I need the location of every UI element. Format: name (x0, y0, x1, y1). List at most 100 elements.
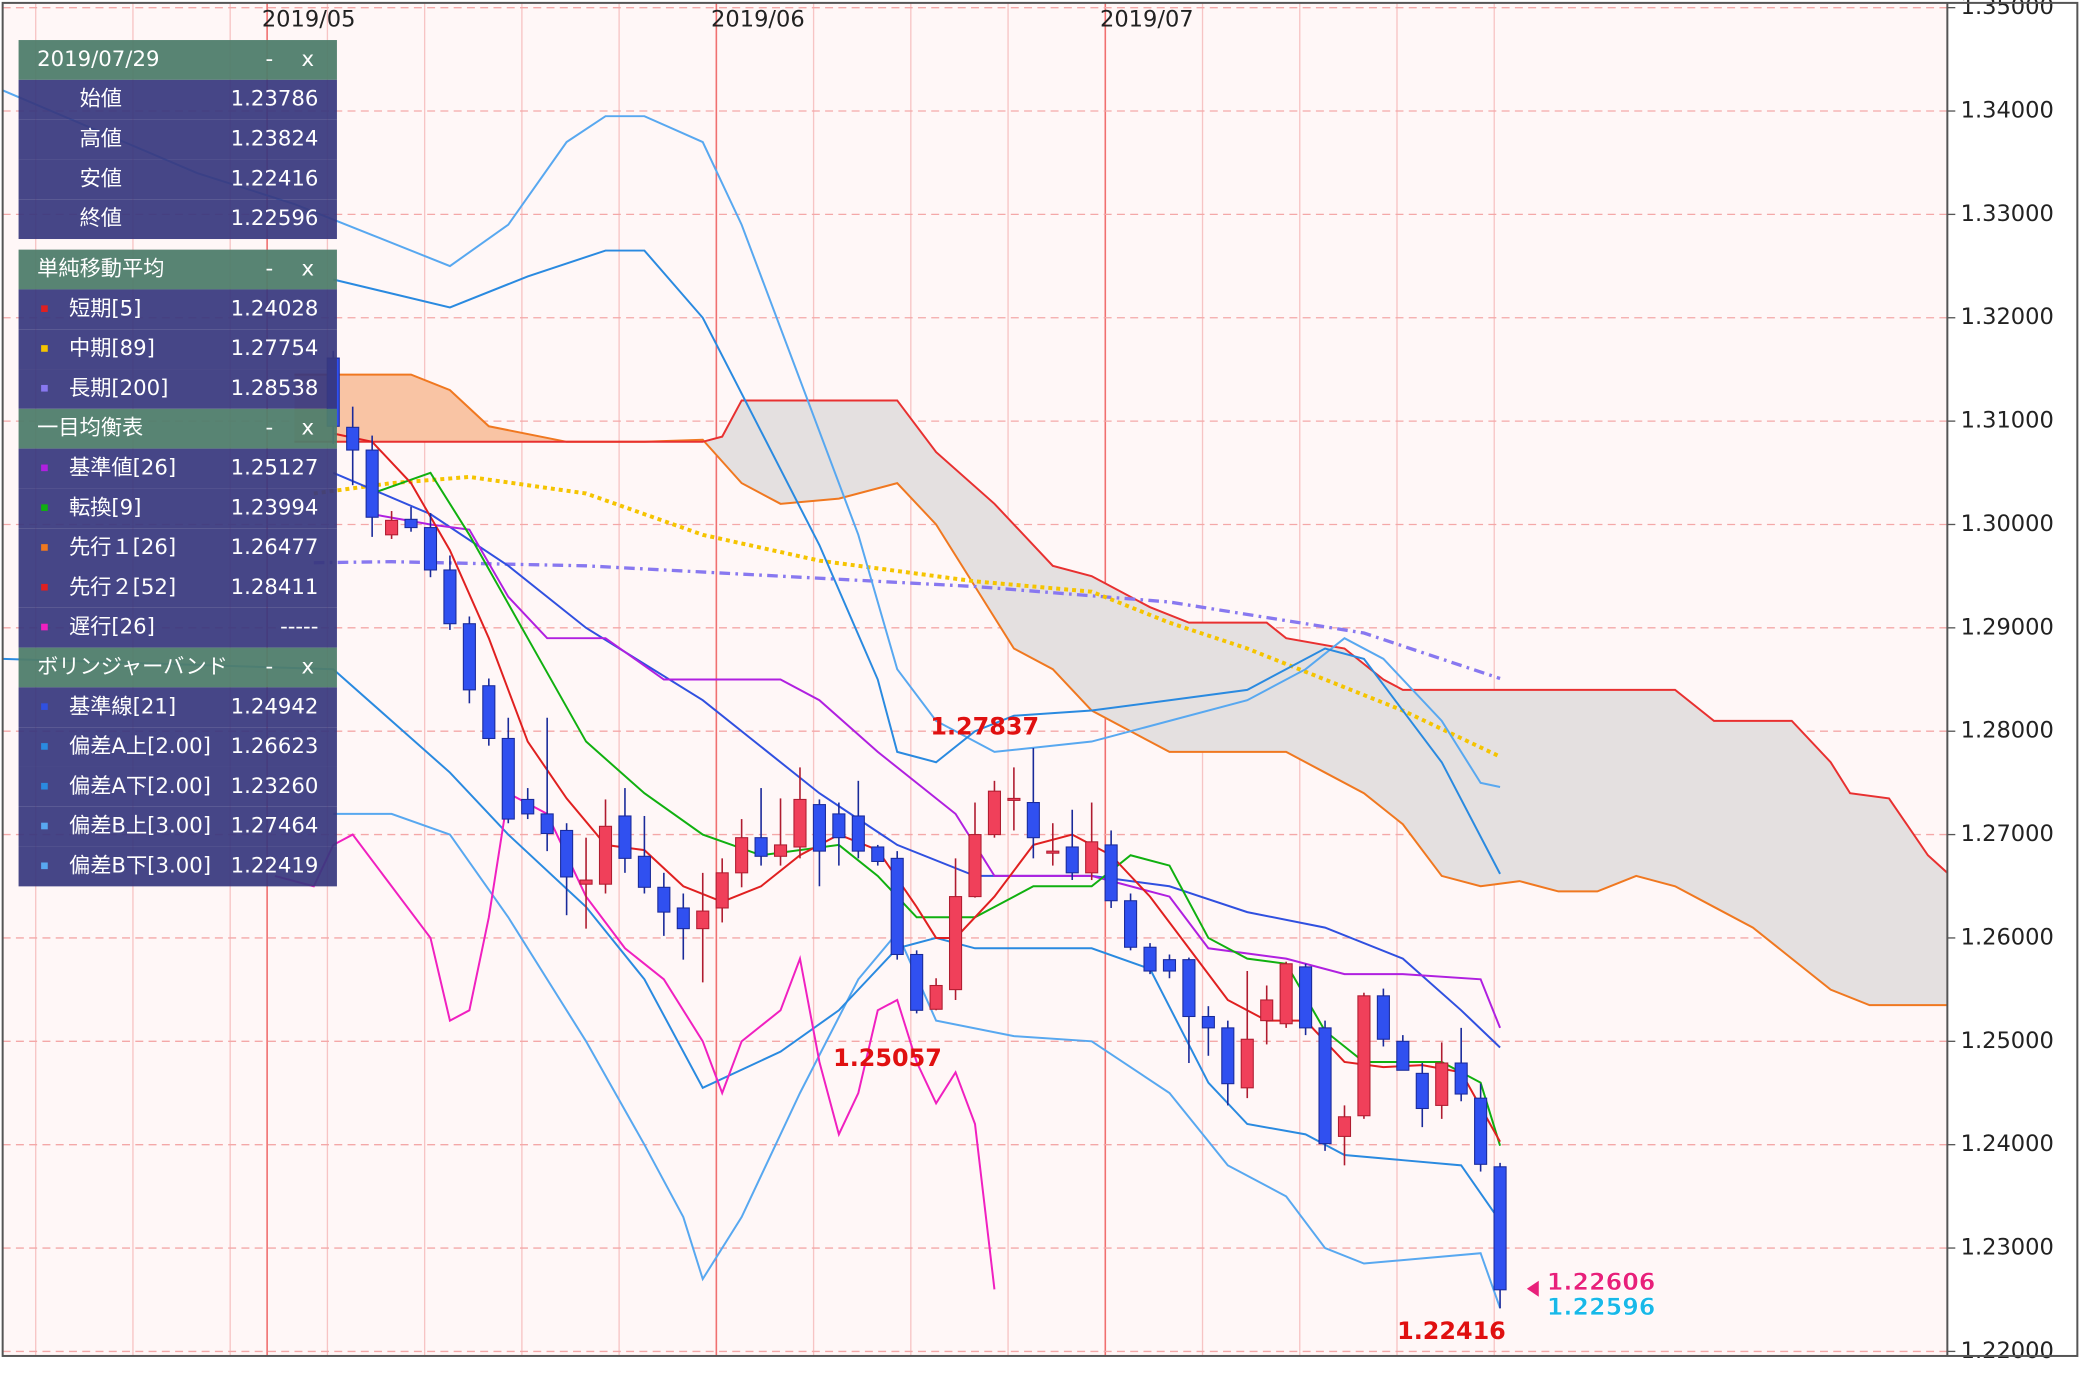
last-price-label: 1.22596 (1547, 1293, 1656, 1321)
candle-body (1143, 946, 1157, 972)
candle-body (1318, 1027, 1332, 1145)
panel-row (18, 568, 337, 608)
candle-body (618, 815, 632, 859)
panel-button[interactable]: - (265, 47, 273, 72)
panel-label: 終値 (80, 206, 122, 231)
candle-body (423, 527, 438, 571)
panel-row (18, 687, 337, 728)
cloud-layer (294, 373, 1948, 1007)
legend-swatch (41, 504, 48, 511)
candle-body (1357, 995, 1371, 1117)
candle-body (1299, 966, 1313, 1029)
y-tick-label: 1.29000 (1961, 614, 2054, 640)
y-tick-label: 1.27000 (1961, 821, 2054, 847)
panel-button[interactable]: x (301, 257, 314, 282)
panel-title: 一目均衡表 (37, 416, 143, 441)
y-tick-label: 1.32000 (1961, 304, 2054, 330)
panel-button[interactable]: - (265, 257, 273, 282)
panel-button[interactable]: x (301, 654, 314, 679)
panel-row (18, 488, 337, 529)
candle-body (579, 879, 593, 885)
panel-row (18, 766, 337, 807)
panel-button[interactable]: - (265, 416, 273, 441)
panel-value: 1.27464 (231, 814, 319, 839)
panel-row (18, 846, 337, 887)
frame (1, 1, 2079, 1357)
y-tick-label: 1.34000 (1961, 98, 2054, 124)
candle-body (443, 569, 457, 625)
candle-body (540, 813, 554, 835)
cloud-span (294, 373, 1948, 1007)
candle-body (696, 910, 710, 930)
candle-body (346, 426, 360, 451)
y-tick-label: 1.28000 (1961, 718, 2054, 744)
y-tick-label: 1.26000 (1961, 924, 2054, 950)
panel-row (18, 119, 337, 160)
panel-label: 中期[89] (69, 336, 155, 361)
panel-label: 転換[9] (69, 495, 141, 520)
legend-swatch (41, 703, 48, 710)
candle-body (1046, 850, 1060, 854)
y-tick-label: 1.22000 (1961, 1338, 2054, 1364)
candle-body (365, 449, 379, 518)
candle-body (637, 855, 651, 888)
panel-button[interactable]: x (301, 416, 314, 441)
price-annotation: 1.22416 (1397, 1317, 1506, 1345)
candle-body (1065, 846, 1079, 874)
candle-body (1221, 1027, 1235, 1085)
panel-label: 高値 (80, 127, 122, 152)
candle-body (1396, 1040, 1410, 1071)
candle-body (1085, 841, 1099, 874)
candle-body (1182, 959, 1196, 1018)
candle-body (1162, 959, 1177, 972)
panel-value: 1.25127 (231, 456, 319, 481)
candle-body (1201, 1015, 1215, 1029)
panel-button[interactable]: - (265, 654, 273, 679)
panel-header (18, 249, 337, 290)
panel-header (18, 647, 337, 688)
panel-label: 基準線[21] (69, 694, 176, 719)
candle-body (832, 813, 846, 839)
panel-value: 1.22596 (231, 206, 319, 231)
panel-row (18, 289, 337, 330)
candle-body (851, 815, 865, 852)
y-tick-label: 1.24000 (1961, 1131, 2054, 1157)
candle-body (910, 953, 924, 1011)
candle-body (462, 623, 476, 691)
panel-value: 1.27754 (231, 336, 319, 361)
panel-value: 1.23994 (231, 495, 319, 520)
candle-body (773, 844, 788, 857)
panel-label: 基準値[26] (69, 456, 176, 481)
candle-body (968, 834, 982, 898)
panel-title: 2019/07/29 (37, 47, 159, 72)
panel-value: 1.26623 (231, 734, 319, 759)
y-tick-label: 1.35000 (1961, 0, 2054, 20)
candle-body (987, 790, 1002, 836)
candle-body (1104, 844, 1118, 902)
candle-body (1124, 900, 1138, 948)
legend-swatch (41, 464, 48, 472)
panel-row (18, 607, 337, 648)
panel-row (18, 528, 337, 568)
candle-body (1279, 963, 1293, 1025)
axis-layer: 2019/05 2019/06 2019/07 1.35000 1.34000 1.330… (262, 0, 2054, 1364)
panel-value: 1.24028 (231, 296, 319, 321)
y-tick-label: 1.33000 (1961, 201, 2054, 227)
panel-label: 始値 (80, 87, 122, 112)
candle-body (1240, 1038, 1254, 1089)
panel-button[interactable]: x (301, 47, 314, 72)
panel-title: 単純移動平均 (37, 257, 164, 282)
indicator-line (333, 249, 1501, 875)
candle-body (735, 837, 749, 874)
legend-swatch (41, 345, 48, 352)
candle-body (1454, 1062, 1468, 1095)
candle-body (1376, 995, 1390, 1040)
candle-body (482, 685, 496, 739)
panel-value: 1.26477 (231, 535, 319, 560)
panel-value: 1.23824 (231, 127, 319, 152)
candle-body (598, 825, 613, 885)
panel-row (18, 329, 337, 370)
panel-row (18, 448, 337, 489)
panel-label: 偏差B上[3.00] (69, 814, 211, 839)
